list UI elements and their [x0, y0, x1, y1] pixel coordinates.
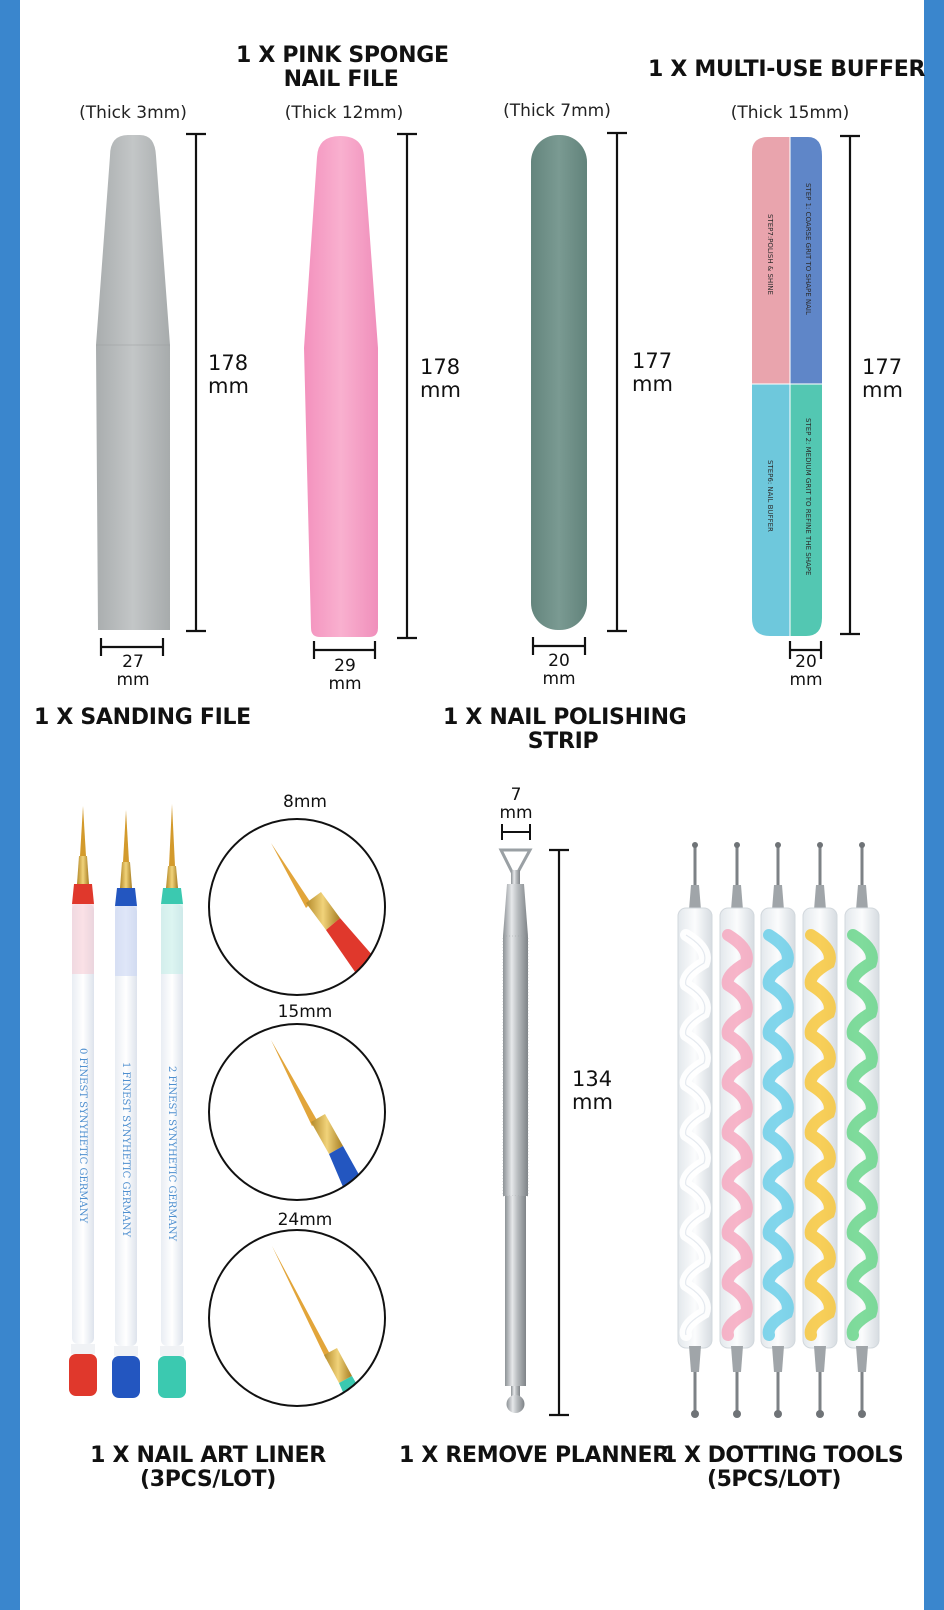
- liner-size-8mm: 8mm: [283, 792, 327, 812]
- liner-zoom-24mm: [208, 1229, 386, 1407]
- liner-brush-red: [69, 806, 97, 1396]
- planner-length-bracket: [549, 848, 569, 1417]
- planner-width: 7 mm: [499, 785, 533, 823]
- sanding-length: 178 mm: [208, 351, 249, 398]
- dotting-title: 1 X DOTTING TOOLS (5PCS/LOT): [662, 1443, 904, 1492]
- polishing-strip: [531, 135, 587, 630]
- sponge-length-bracket: [397, 132, 417, 640]
- liner-zoom-8mm: [208, 818, 386, 996]
- liner-zoom-15mm: [208, 1023, 386, 1201]
- sponge-width-bracket: [312, 641, 377, 659]
- nail-art-liner-brushes: 0 FINEST SYNYHETIC GERMANY 1 FINEST SYNY…: [69, 804, 186, 1398]
- polishing-strip-title: 1 X NAIL POLISHING STRIP: [443, 705, 687, 754]
- brush-print: 0 FINEST SYNYHETIC GERMANY: [77, 1048, 88, 1223]
- sanding-width-bracket: [99, 638, 165, 656]
- pink-sponge-file: [304, 136, 378, 637]
- planner-width-bracket: [501, 824, 531, 840]
- sanding-width: 27 mm: [116, 652, 150, 690]
- buffer-step-label: STEP 2: MEDIUM GRIT TO REFINE THE SHAPE: [804, 418, 812, 575]
- sponge-thickness: (Thick 12mm): [284, 103, 404, 123]
- brush-print: 1 FINEST SYNYHETIC GERMANY: [120, 1062, 131, 1237]
- buffer-length-bracket: [840, 134, 860, 636]
- strip-length: 177 mm: [632, 349, 673, 396]
- buffer-thickness: (Thick 15mm): [730, 103, 850, 123]
- buffer-width-bracket: [788, 641, 823, 659]
- sanding-length-bracket: [186, 132, 206, 633]
- planner-length: 134 mm: [572, 1067, 613, 1114]
- buffer-step-label: STEP7:POLISH & SHINE: [766, 214, 774, 295]
- pink-sponge-title: 1 X PINK SPONGE NAIL FILE: [236, 43, 449, 92]
- liner-size-24mm: 24mm: [277, 1210, 333, 1230]
- dotting-tool: [719, 842, 755, 1418]
- buffer-step-labels: STEP7:POLISH & SHINE STEP 1: COARSE GRIT…: [766, 183, 812, 575]
- strip-length-bracket: [607, 131, 627, 633]
- brush-print: 2 FINEST SYNYHETIC GERMANY: [166, 1066, 177, 1241]
- multi-use-buffer: [752, 137, 822, 636]
- dotting-tool: [677, 842, 713, 1418]
- liner-brush-blue: [112, 810, 140, 1398]
- dotting-tools: [677, 842, 880, 1418]
- dotting-tool: [760, 842, 796, 1418]
- buffer-step-label: STEP6: NAIL BUFFER: [766, 460, 774, 532]
- buffer-step-label: STEP 1: COARSE GRIT TO SHAPE NAIL: [804, 183, 812, 315]
- dotting-tool: [844, 842, 880, 1418]
- sponge-width: 29 mm: [328, 656, 362, 694]
- strip-width-bracket: [531, 637, 587, 655]
- sponge-length: 178 mm: [420, 355, 461, 402]
- sanding-file: [96, 135, 170, 630]
- strip-thickness: (Thick 7mm): [503, 101, 611, 121]
- multi-buffer-title: 1 X MULTI-USE BUFFER: [648, 57, 926, 82]
- buffer-width: 20 mm: [789, 652, 823, 690]
- strip-width: 20 mm: [542, 651, 576, 689]
- sanding-thickness: (Thick 3mm): [79, 103, 187, 123]
- sanding-file-title: 1 X SANDING FILE: [34, 705, 251, 730]
- liner-title: 1 X NAIL ART LINER (3PCS/LOT): [90, 1443, 326, 1492]
- dotting-tool: [802, 842, 838, 1418]
- planner-title: 1 X REMOVE PLANNER: [399, 1443, 669, 1468]
- remove-planner-tool: [498, 848, 533, 1413]
- buffer-length: 177 mm: [862, 355, 903, 402]
- liner-brush-teal: [158, 804, 186, 1398]
- liner-size-15mm: 15mm: [277, 1002, 333, 1022]
